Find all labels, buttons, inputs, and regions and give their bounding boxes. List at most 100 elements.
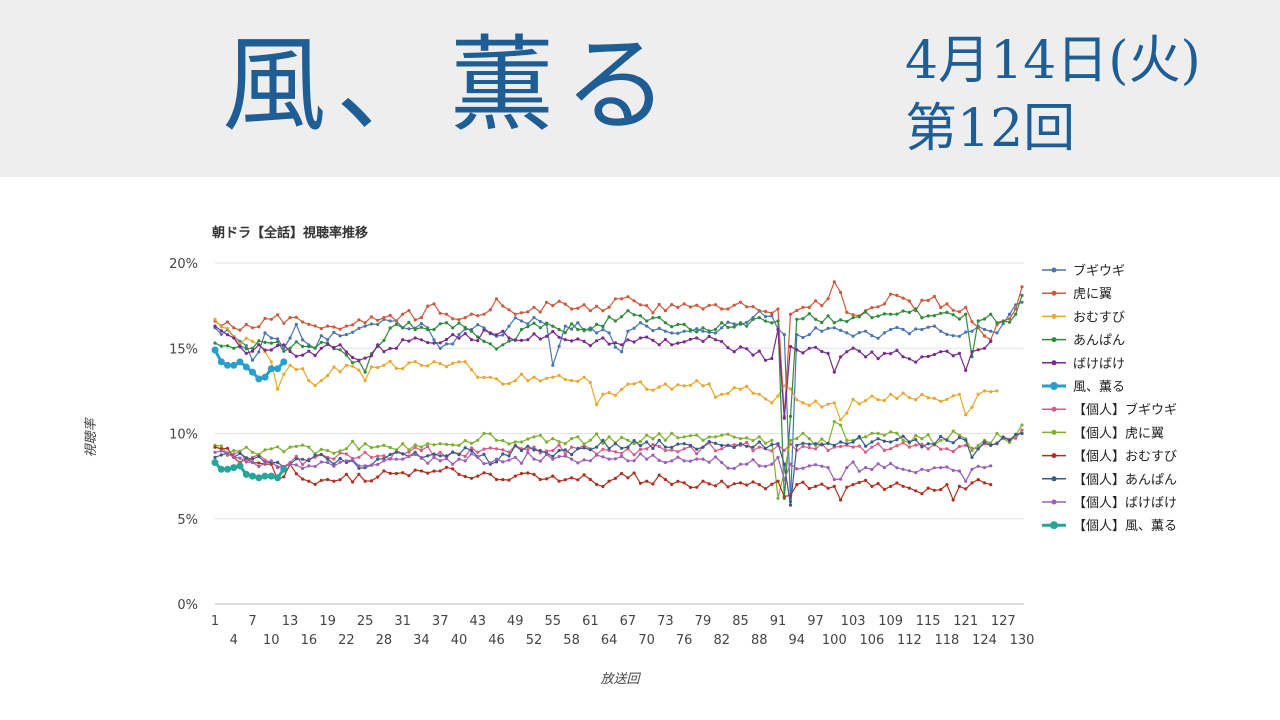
data-point <box>651 437 655 441</box>
legend-item[interactable]: 【個人】あんぱん <box>1042 473 1177 488</box>
data-point <box>876 437 880 441</box>
data-point <box>695 379 699 383</box>
data-point <box>588 328 592 332</box>
data-point <box>1014 436 1018 440</box>
data-point <box>476 438 480 442</box>
data-point <box>651 329 655 333</box>
data-point <box>407 474 411 478</box>
legend-swatch-marker <box>1051 360 1057 366</box>
legend-item[interactable]: おむすび <box>1042 310 1125 325</box>
data-point <box>832 484 836 488</box>
data-point <box>1020 300 1024 304</box>
data-point <box>232 455 236 459</box>
data-point <box>307 445 311 449</box>
legend-item[interactable]: 虎に翼 <box>1042 287 1112 302</box>
data-point <box>319 453 323 457</box>
data-point <box>351 330 355 334</box>
data-point <box>532 448 536 452</box>
data-point <box>551 448 555 453</box>
data-point <box>889 392 893 396</box>
data-point <box>382 443 386 447</box>
data-point <box>907 332 912 336</box>
data-point <box>513 316 517 320</box>
x-tick-label: 4 <box>230 633 238 648</box>
data-point <box>307 349 311 353</box>
data-point <box>620 315 624 319</box>
data-point <box>469 452 474 456</box>
data-point <box>657 315 661 319</box>
x-tick-label: 88 <box>751 633 768 648</box>
data-point <box>313 453 317 457</box>
data-point <box>344 452 348 456</box>
data-point <box>738 345 743 349</box>
data-point <box>407 448 411 452</box>
data-point <box>394 346 398 350</box>
data-point <box>763 446 768 450</box>
data-point <box>601 455 605 459</box>
data-point <box>269 459 273 463</box>
data-point <box>982 481 987 485</box>
x-tick-label: 79 <box>695 614 712 629</box>
legend-item[interactable]: あんぱん <box>1042 334 1125 349</box>
data-point <box>964 487 968 491</box>
data-point <box>338 456 342 461</box>
data-point <box>407 327 411 331</box>
legend-item[interactable]: 風、薫る <box>1042 380 1125 395</box>
data-point <box>882 398 887 403</box>
data-point <box>776 307 780 311</box>
data-point <box>757 435 761 439</box>
data-point <box>613 457 618 461</box>
legend-label: 【個人】ブギウギ <box>1073 402 1177 418</box>
data-point <box>482 339 486 343</box>
legend-item[interactable]: 【個人】ばけばけ <box>1042 496 1177 511</box>
data-point <box>419 448 423 453</box>
legend-item[interactable]: 【個人】風、薫る <box>1042 519 1177 534</box>
data-point <box>595 322 599 326</box>
data-point <box>901 296 905 300</box>
legend-item[interactable]: 【個人】おむすび <box>1042 450 1177 465</box>
data-point <box>845 310 849 314</box>
data-point <box>344 459 348 463</box>
data-point <box>595 339 599 343</box>
data-point <box>651 388 655 392</box>
data-point <box>776 327 780 332</box>
data-point <box>926 396 930 400</box>
data-point <box>382 363 386 367</box>
data-point <box>726 391 730 396</box>
data-point <box>638 447 643 451</box>
data-point <box>851 334 855 338</box>
data-point <box>839 418 843 422</box>
data-point <box>382 316 386 320</box>
data-point <box>332 457 336 461</box>
data-point <box>219 344 223 348</box>
data-point <box>280 465 288 473</box>
data-point <box>964 305 968 309</box>
data-point <box>482 431 486 436</box>
data-point <box>432 360 436 364</box>
data-point <box>382 459 386 463</box>
legend-item[interactable]: ブギウギ <box>1042 263 1125 279</box>
data-point <box>476 455 480 459</box>
x-tick-label: 19 <box>319 614 336 629</box>
data-point <box>757 440 761 444</box>
legend-item[interactable]: 【個人】ブギウギ <box>1042 402 1177 418</box>
legend-item[interactable]: ばけばけ <box>1042 357 1125 372</box>
data-point <box>663 309 668 313</box>
data-point <box>745 462 749 466</box>
data-point <box>326 460 330 465</box>
legend-item[interactable]: 【個人】虎に翼 <box>1042 426 1164 441</box>
data-point <box>282 343 286 347</box>
data-point <box>770 438 774 442</box>
legend-swatch-marker <box>1051 313 1057 319</box>
data-point <box>607 315 611 319</box>
data-point <box>770 462 774 466</box>
data-point <box>282 372 286 376</box>
data-point <box>482 328 486 332</box>
data-point <box>250 349 255 353</box>
data-point <box>438 346 442 350</box>
data-point <box>363 442 367 446</box>
data-point <box>782 384 786 388</box>
x-tick-label: 46 <box>488 633 505 648</box>
data-point <box>413 443 417 447</box>
data-point <box>920 298 924 302</box>
